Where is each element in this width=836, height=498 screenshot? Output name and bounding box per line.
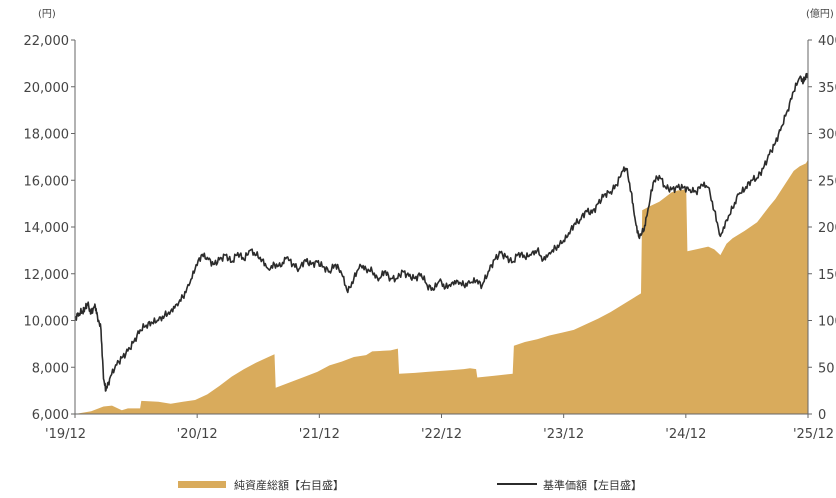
right-tick-label: 250 [818, 174, 836, 189]
left-tick-label: 22,000 [24, 34, 70, 49]
left-tick-label: 10,000 [24, 315, 70, 330]
left-tick-label: 6,000 [32, 408, 69, 423]
nav-line [74, 72, 809, 392]
legend: 純資産総額【右目盛】 基準価額【左目盛】 [178, 478, 642, 492]
left-tick-label: 18,000 [24, 128, 70, 143]
left-tick-label: 12,000 [24, 268, 70, 283]
left-tick-label: 16,000 [24, 174, 70, 189]
right-tick-label: 200 [818, 221, 836, 236]
net-assets-area [75, 159, 808, 414]
left-tick-label: 20,000 [24, 81, 70, 96]
x-tick-label: '19/12 [45, 427, 86, 442]
right-y-axis: 0 50 100 150 200 250 300 350 400 [808, 34, 836, 423]
legend-swatch-net-assets [178, 481, 226, 488]
nav-line-layer [74, 72, 809, 392]
left-axis-unit: (円) [38, 9, 56, 20]
right-tick-label: 0 [818, 408, 826, 423]
right-axis-unit: (億円) [806, 7, 834, 20]
right-tick-label: 150 [818, 268, 836, 283]
x-tick-label: '23/12 [543, 427, 584, 442]
x-tick-label: '22/12 [421, 427, 462, 442]
x-axis: '19/12 '20/12 '21/12 '22/12 '23/12 '24/12 '25/… [45, 414, 834, 442]
left-tick-label: 14,000 [24, 221, 70, 236]
x-tick-label: '20/12 [177, 427, 218, 442]
right-tick-label: 350 [818, 81, 836, 96]
right-tick-label: 50 [818, 361, 835, 376]
legend-label-nav: 基準価額【左目盛】 [543, 478, 642, 492]
legend-label-net-assets: 純資産総額【右目盛】 [234, 478, 344, 492]
x-tick-label: '21/12 [299, 427, 340, 442]
right-tick-label: 400 [818, 34, 836, 49]
right-tick-label: 100 [818, 315, 836, 330]
net-assets-area-layer [75, 159, 808, 414]
x-tick-label: '24/12 [665, 427, 706, 442]
right-tick-label: 300 [818, 128, 836, 143]
plot-area [74, 72, 809, 414]
left-tick-label: 8,000 [32, 361, 69, 376]
x-tick-label: '25/12 [793, 427, 834, 442]
left-y-axis: 6,000 8,000 10,000 12,000 14,000 16,000 18,000… [24, 34, 75, 423]
